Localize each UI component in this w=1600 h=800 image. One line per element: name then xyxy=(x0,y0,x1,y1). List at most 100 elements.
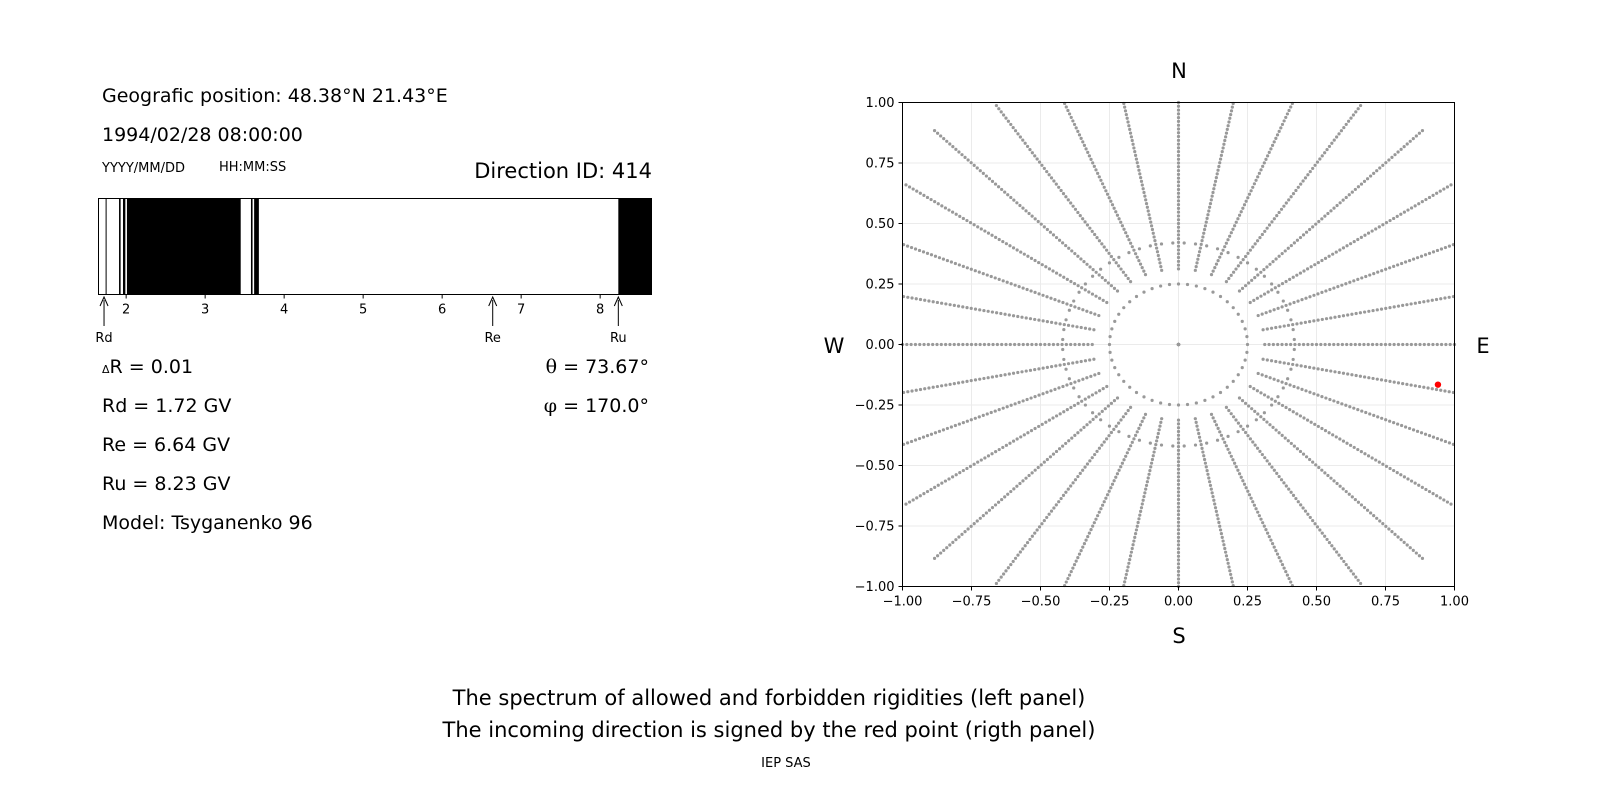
direction-grid-point xyxy=(1342,559,1346,564)
direction-grid-point xyxy=(1327,342,1332,347)
direction-grid-point xyxy=(1277,129,1281,134)
direction-grid-point xyxy=(1206,472,1210,476)
direction-grid-point xyxy=(948,142,952,146)
direction-grid-point xyxy=(1258,449,1262,453)
direction-grid-point xyxy=(1176,448,1181,452)
direction-grid-point xyxy=(993,409,997,413)
direction-grid-point xyxy=(1026,254,1030,258)
direction-grid-point xyxy=(1107,261,1112,265)
direction-grid-point xyxy=(1081,308,1085,312)
direction-grid-point xyxy=(1218,161,1222,165)
direction-grid-point xyxy=(1176,168,1181,173)
direction-grid-point xyxy=(1205,216,1209,221)
direction-grid-point xyxy=(1016,314,1020,319)
direction-grid-point xyxy=(1082,143,1087,147)
direction-grid-point xyxy=(1199,242,1203,246)
direction-grid-point xyxy=(1233,461,1237,465)
direction-grid-point xyxy=(1247,493,1252,497)
direction-grid-point xyxy=(1219,433,1224,437)
direction-grid-point xyxy=(1227,565,1231,569)
direction-grid-point xyxy=(1136,164,1140,169)
direction-grid-point xyxy=(1143,194,1147,198)
direction-grid-point xyxy=(1054,235,1059,240)
direction-grid-point xyxy=(978,308,982,312)
direction-grid-point xyxy=(1405,543,1409,547)
direction-grid-point xyxy=(1395,471,1399,475)
direction-grid-point xyxy=(1292,384,1296,389)
direction-grid-point xyxy=(1064,342,1068,347)
direction-grid-point xyxy=(1176,422,1181,426)
direction-grid-point xyxy=(1004,242,1008,246)
direction-grid-point xyxy=(942,548,946,552)
direction-grid-point xyxy=(1033,426,1037,431)
direction-grid-point xyxy=(1276,379,1280,383)
direction-grid-point xyxy=(1082,260,1086,264)
direction-grid-point xyxy=(1045,227,1049,232)
direction-grid-point xyxy=(944,342,948,347)
direction-grid-point xyxy=(1286,308,1290,312)
direction-grid-point xyxy=(1259,415,1263,419)
direction-grid-point xyxy=(1291,493,1296,498)
direction-grid-point xyxy=(1176,528,1181,532)
direction-grid-point xyxy=(1402,540,1406,544)
direction-grid-point xyxy=(1194,265,1198,269)
direction-grid-point xyxy=(901,442,906,446)
direction-grid-point xyxy=(1200,446,1204,450)
direction-grid-point xyxy=(1282,361,1286,365)
direction-grid-point xyxy=(990,310,994,314)
direction-grid-point xyxy=(1128,131,1133,135)
direction-grid-point xyxy=(972,522,976,526)
direction-grid-point xyxy=(1039,222,1043,226)
direction-grid-point xyxy=(1337,553,1341,557)
direction-grid-point xyxy=(1251,185,1255,189)
date-format-label: YYYY/MM/DD xyxy=(102,161,185,176)
direction-grid-point xyxy=(1176,513,1181,517)
direction-grid-point xyxy=(1117,312,1121,316)
direction-grid-point xyxy=(1341,198,1345,202)
forbidden-band xyxy=(105,198,107,295)
direction-grid-point xyxy=(996,185,1001,189)
direction-grid-point xyxy=(1451,390,1456,395)
direction-grid-point xyxy=(1411,137,1415,141)
direction-grid-point xyxy=(1338,248,1342,252)
direction-grid-point xyxy=(1211,290,1215,294)
direction-grid-point xyxy=(1291,410,1295,414)
direction-grid-point xyxy=(1127,561,1131,565)
direction-grid-point xyxy=(1114,210,1118,214)
direction-grid-point xyxy=(1299,321,1303,325)
direction-grid-point xyxy=(956,342,961,347)
direction-grid-point xyxy=(1206,213,1210,217)
direction-grid-point xyxy=(1417,554,1422,558)
direction-grid-point xyxy=(1062,357,1066,362)
direction-grid-point xyxy=(1093,312,1097,316)
direction-grid-point xyxy=(1198,246,1202,250)
direction-grid-point xyxy=(1070,436,1074,440)
direction-grid-point xyxy=(1176,282,1181,286)
direction-grid-point xyxy=(1287,108,1291,113)
direction-grid-point xyxy=(996,500,1001,504)
direction-grid-point xyxy=(1198,439,1202,443)
direction-grid-point xyxy=(1384,524,1388,528)
direction-grid-point xyxy=(1066,108,1070,113)
direction-grid-point xyxy=(963,530,967,534)
direction-grid-point xyxy=(1176,342,1181,347)
direction-grid-point xyxy=(977,270,981,274)
direction-grid-point xyxy=(1296,386,1300,390)
direction-grid-point xyxy=(1088,420,1092,424)
direction-grid-point xyxy=(1176,342,1181,347)
direction-grid-point xyxy=(1024,369,1028,373)
direction-grid-point xyxy=(1048,230,1053,234)
direction-grid-point xyxy=(1176,342,1181,347)
direction-grid-point xyxy=(1279,478,1284,482)
direction-grid-point xyxy=(1409,342,1413,347)
direction-grid-point xyxy=(1222,543,1226,547)
direction-grid-point xyxy=(1329,476,1333,480)
direction-grid-point xyxy=(1088,226,1092,230)
direction-grid-point xyxy=(1302,416,1306,420)
direction-grid-point xyxy=(958,214,962,218)
direction-grid-point xyxy=(1049,176,1054,180)
direction-grid-point xyxy=(1011,439,1016,443)
direction-grid-point xyxy=(1079,257,1083,261)
direction-grid-point xyxy=(957,422,961,426)
direction-grid-point xyxy=(1270,288,1274,292)
